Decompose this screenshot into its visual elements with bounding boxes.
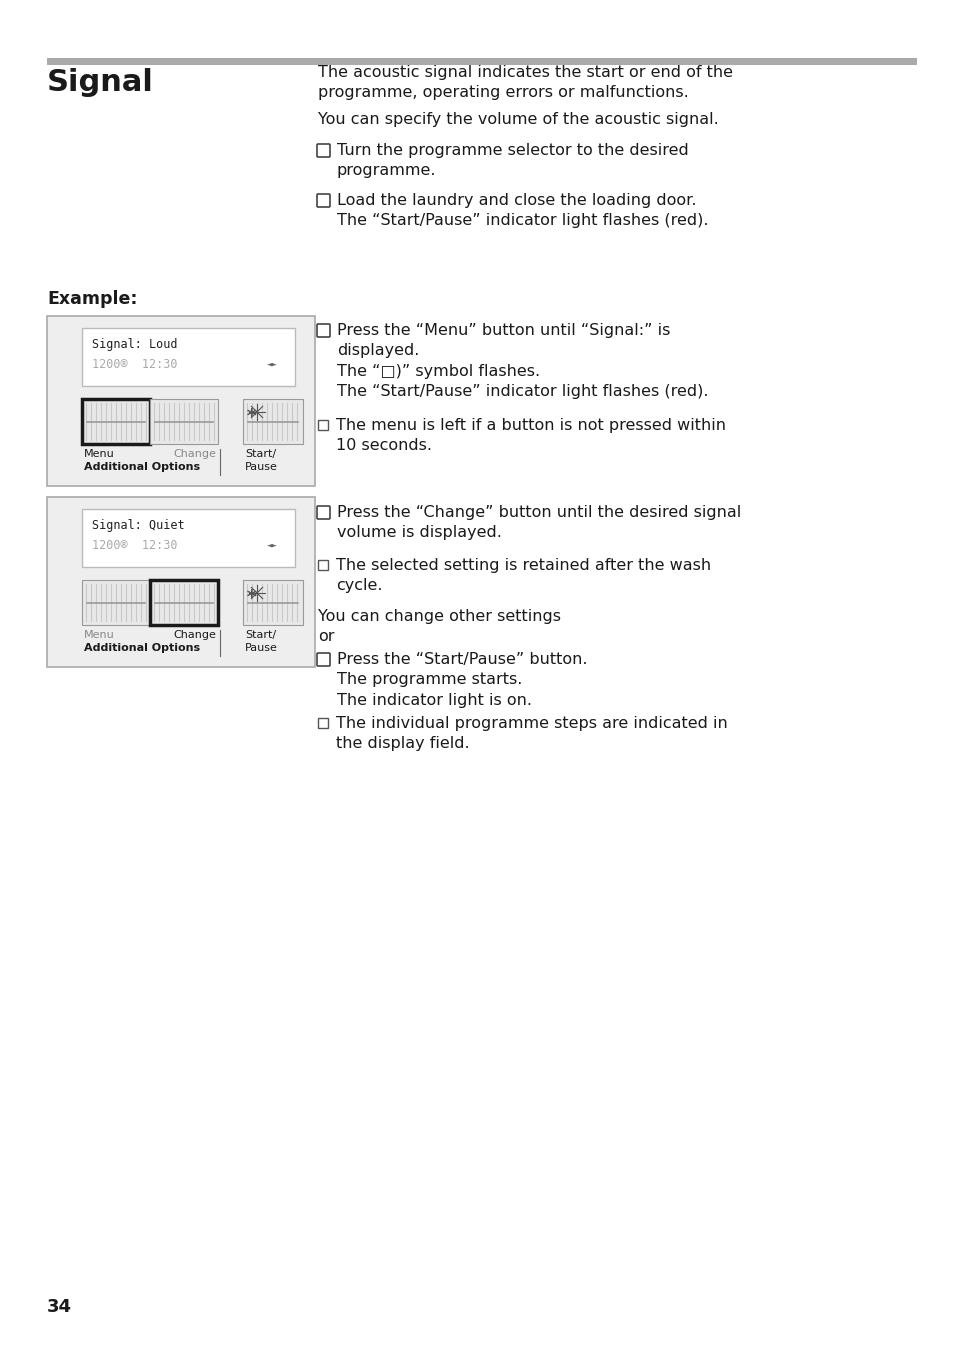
Text: 1200®  12:30: 1200® 12:30 — [91, 357, 177, 371]
Bar — [243, 580, 303, 625]
Text: 1200®  12:30: 1200® 12:30 — [91, 540, 177, 552]
FancyBboxPatch shape — [316, 194, 330, 206]
Text: Turn the programme selector to the desired
programme.: Turn the programme selector to the desir… — [336, 143, 688, 178]
Text: Press the “Menu” button until “Signal:” is
displayed.
The “□)” symbol flashes.
T: Press the “Menu” button until “Signal:” … — [336, 322, 708, 399]
Bar — [47, 316, 314, 486]
Text: Additional Options: Additional Options — [84, 461, 200, 472]
Text: Start/: Start/ — [245, 449, 275, 459]
Bar — [47, 496, 314, 666]
Bar — [82, 580, 150, 625]
Text: Change: Change — [172, 630, 215, 639]
Text: Menu: Menu — [84, 630, 114, 639]
Text: Menu: Menu — [84, 449, 114, 459]
Text: Start/: Start/ — [245, 630, 275, 639]
Text: Signal: Quiet: Signal: Quiet — [91, 519, 185, 532]
Text: The acoustic signal indicates the start or end of the
programme, operating error: The acoustic signal indicates the start … — [317, 65, 732, 100]
Text: You can change other settings
or: You can change other settings or — [317, 608, 560, 645]
Bar — [243, 399, 303, 444]
FancyBboxPatch shape — [316, 506, 330, 519]
Bar — [47, 58, 916, 65]
Text: Change: Change — [172, 449, 215, 459]
Bar — [150, 399, 218, 444]
Bar — [317, 420, 328, 430]
Bar — [85, 583, 221, 629]
Text: Pause: Pause — [245, 461, 277, 472]
Bar — [82, 509, 294, 567]
Bar — [246, 402, 306, 447]
Text: The individual programme steps are indicated in
the display field.: The individual programme steps are indic… — [335, 716, 727, 751]
Text: The selected setting is retained after the wash
cycle.: The selected setting is retained after t… — [335, 558, 710, 594]
Text: ◄►: ◄► — [267, 360, 277, 370]
Bar — [85, 402, 221, 447]
FancyBboxPatch shape — [316, 324, 330, 337]
FancyBboxPatch shape — [316, 653, 330, 666]
Text: Additional Options: Additional Options — [84, 643, 200, 653]
Bar — [150, 580, 218, 625]
Bar — [82, 328, 294, 386]
Text: Pause: Pause — [245, 643, 277, 653]
Text: Signal: Loud: Signal: Loud — [91, 339, 177, 351]
Text: Load the laundry and close the loading door.
The “Start/Pause” indicator light f: Load the laundry and close the loading d… — [336, 193, 708, 228]
Text: The menu is left if a button is not pressed within
10 seconds.: The menu is left if a button is not pres… — [335, 418, 725, 453]
Text: Press the “Start/Pause” button.
The programme starts.
The indicator light is on.: Press the “Start/Pause” button. The prog… — [336, 652, 587, 708]
Bar — [317, 718, 328, 728]
Bar — [246, 583, 306, 629]
Text: Press the “Change” button until the desired signal
volume is displayed.: Press the “Change” button until the desi… — [336, 505, 740, 541]
Text: ◄►: ◄► — [267, 541, 277, 550]
Text: ∗: ∗ — [246, 583, 257, 602]
Text: 34: 34 — [47, 1298, 71, 1317]
Text: Example:: Example: — [47, 290, 137, 308]
Text: Signal: Signal — [47, 67, 153, 97]
Bar — [317, 560, 328, 571]
Text: ∗: ∗ — [246, 402, 257, 421]
FancyBboxPatch shape — [316, 144, 330, 156]
Bar — [82, 399, 150, 444]
Text: You can specify the volume of the acoustic signal.: You can specify the volume of the acoust… — [317, 112, 718, 127]
